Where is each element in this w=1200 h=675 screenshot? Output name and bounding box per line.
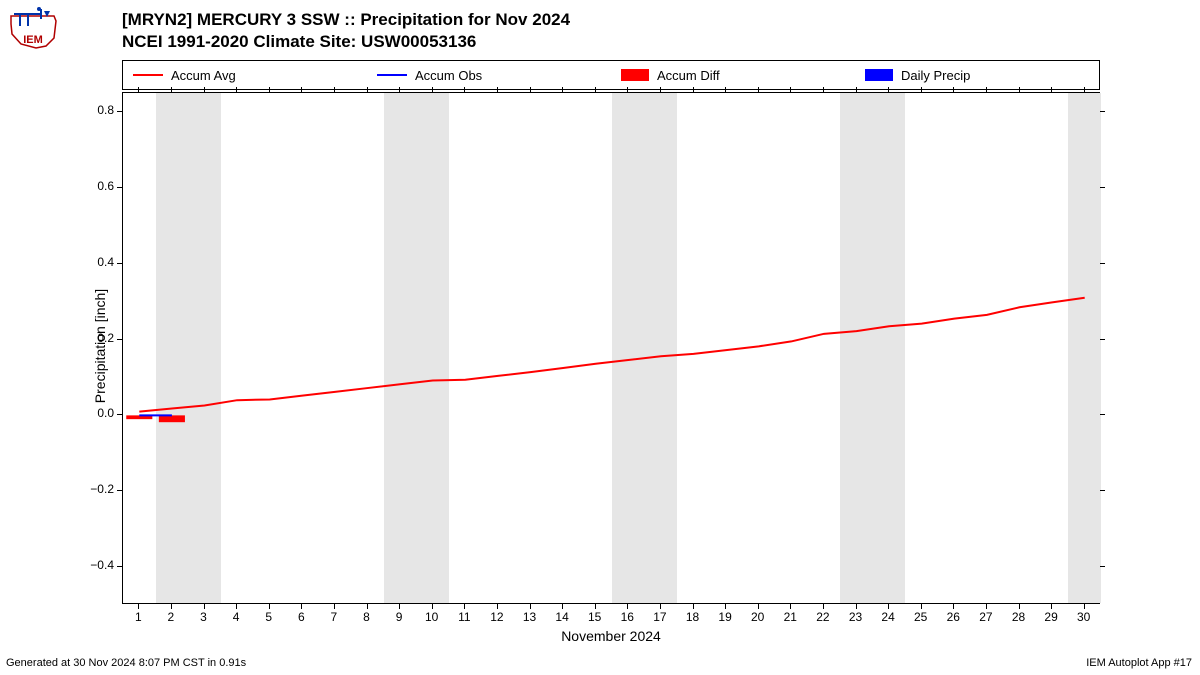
x-tick-label: 8 — [355, 610, 379, 624]
x-tick-label: 24 — [876, 610, 900, 624]
x-tick-label: 28 — [1007, 610, 1031, 624]
legend-item: Daily Precip — [855, 68, 1099, 83]
plot-area — [122, 92, 1100, 604]
x-tick-label: 18 — [681, 610, 705, 624]
x-tick-label: 17 — [648, 610, 672, 624]
legend-label: Daily Precip — [901, 68, 970, 83]
x-tick-label: 15 — [583, 610, 607, 624]
legend-swatch — [621, 69, 649, 81]
x-tick-label: 16 — [615, 610, 639, 624]
x-tick-label: 20 — [746, 610, 770, 624]
footer-app: IEM Autoplot App #17 — [1086, 657, 1192, 669]
legend: Accum Avg Accum Obs Accum Diff Daily Precip — [122, 60, 1100, 90]
x-tick-label: 14 — [550, 610, 574, 624]
x-tick-label: 2 — [159, 610, 183, 624]
legend-swatch — [133, 74, 163, 76]
legend-swatch — [377, 74, 407, 76]
svg-text:IEM: IEM — [23, 34, 43, 46]
chart-title: [MRYN2] MERCURY 3 SSW :: Precipitation f… — [122, 10, 570, 52]
x-tick-label: 1 — [126, 610, 150, 624]
x-tick-label: 11 — [452, 610, 476, 624]
x-tick-label: 9 — [387, 610, 411, 624]
y-tick-label: −0.2 — [74, 482, 114, 496]
x-tick-label: 6 — [289, 610, 313, 624]
y-tick-label: 0.0 — [74, 406, 114, 420]
title-line-2: NCEI 1991-2020 Climate Site: USW00053136 — [122, 32, 570, 52]
x-tick-label: 22 — [811, 610, 835, 624]
iem-logo: IEM — [6, 6, 60, 50]
x-tick-label: 21 — [778, 610, 802, 624]
x-tick-label: 19 — [713, 610, 737, 624]
legend-label: Accum Avg — [171, 68, 236, 83]
x-tick-label: 27 — [974, 610, 998, 624]
x-tick-label: 4 — [224, 610, 248, 624]
title-line-1: [MRYN2] MERCURY 3 SSW :: Precipitation f… — [122, 10, 570, 30]
y-tick-label: 0.4 — [74, 255, 114, 269]
legend-item: Accum Avg — [123, 68, 367, 83]
x-axis-label: November 2024 — [541, 628, 681, 644]
footer-generated: Generated at 30 Nov 2024 8:07 PM CST in … — [6, 657, 246, 669]
x-tick-label: 29 — [1039, 610, 1063, 624]
y-tick-label: 0.6 — [74, 179, 114, 193]
x-tick-label: 12 — [485, 610, 509, 624]
x-tick-label: 5 — [257, 610, 281, 624]
legend-label: Accum Diff — [657, 68, 720, 83]
y-axis-label: Precipitation [inch] — [92, 276, 108, 416]
x-tick-label: 10 — [420, 610, 444, 624]
y-tick-label: 0.8 — [74, 103, 114, 117]
y-tick-label: −0.4 — [74, 558, 114, 572]
x-tick-label: 7 — [322, 610, 346, 624]
legend-label: Accum Obs — [415, 68, 482, 83]
plot-svg — [123, 93, 1101, 605]
x-tick-label: 26 — [941, 610, 965, 624]
legend-swatch — [865, 69, 893, 81]
legend-item: Accum Diff — [611, 68, 855, 83]
x-tick-label: 30 — [1072, 610, 1096, 624]
x-tick-label: 23 — [844, 610, 868, 624]
legend-item: Accum Obs — [367, 68, 611, 83]
x-tick-label: 25 — [909, 610, 933, 624]
x-tick-label: 13 — [518, 610, 542, 624]
x-tick-label: 3 — [192, 610, 216, 624]
y-tick-label: 0.2 — [74, 331, 114, 345]
